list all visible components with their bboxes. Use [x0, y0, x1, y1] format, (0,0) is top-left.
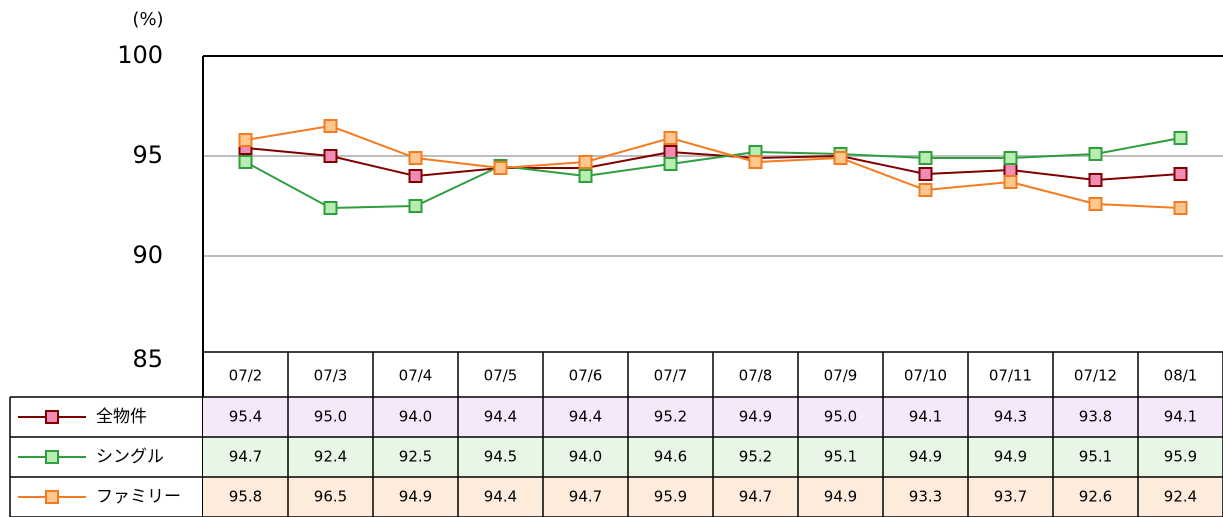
- data-label: 92.4: [1164, 488, 1197, 506]
- data-label: 94.1: [1164, 408, 1197, 426]
- marker: [1088, 197, 1103, 211]
- data-label: 94.9: [909, 448, 942, 466]
- marker: [238, 155, 253, 169]
- marker: [1173, 201, 1188, 215]
- marker: [408, 151, 423, 165]
- marker: [663, 131, 678, 145]
- x-tick-label: 07/4: [399, 367, 433, 385]
- marker: [493, 161, 508, 175]
- data-label: 94.4: [484, 488, 517, 506]
- data-label: 92.4: [314, 448, 347, 466]
- data-label: 95.9: [1164, 448, 1197, 466]
- marker: [238, 133, 253, 147]
- marker: [918, 167, 933, 181]
- marker: [1088, 173, 1103, 187]
- y-tick-label: 85: [132, 345, 163, 373]
- data-label: 94.7: [739, 488, 772, 506]
- x-tick-label: 07/6: [569, 367, 603, 385]
- marker: [663, 157, 678, 171]
- data-label: 94.0: [399, 408, 432, 426]
- legend-label: シングル: [96, 447, 164, 467]
- data-label: 96.5: [314, 488, 347, 506]
- data-label: 94.1: [909, 408, 942, 426]
- marker: [918, 183, 933, 197]
- x-tick-label: 07/12: [1074, 367, 1117, 385]
- data-label: 93.8: [1079, 408, 1112, 426]
- data-label: 94.7: [569, 488, 602, 506]
- marker: [1173, 167, 1188, 181]
- marker: [323, 201, 338, 215]
- data-label: 93.7: [994, 488, 1027, 506]
- series-line: [245, 124, 1181, 209]
- y-tick-label: 100: [117, 41, 163, 69]
- legend-label: 全物件: [96, 407, 147, 427]
- data-label: 94.3: [994, 408, 1027, 426]
- series-line: [245, 147, 1181, 182]
- data-label: 95.4: [229, 408, 262, 426]
- y-axis-label: (%): [132, 9, 163, 30]
- x-tick-label: 07/5: [484, 367, 518, 385]
- marker: [1088, 147, 1103, 161]
- marker: [578, 155, 593, 169]
- data-label: 94.7: [229, 448, 262, 466]
- data-label: 94.4: [569, 408, 602, 426]
- legend-marker: [45, 410, 59, 424]
- data-label: 93.3: [909, 488, 942, 506]
- data-label: 95.2: [654, 408, 687, 426]
- data-label: 95.0: [314, 408, 347, 426]
- x-tick-label: 07/2: [229, 367, 263, 385]
- x-tick-label: 07/11: [989, 367, 1032, 385]
- marker: [578, 169, 593, 183]
- marker: [663, 145, 678, 159]
- legend-marker: [45, 450, 59, 464]
- data-label: 95.9: [654, 488, 687, 506]
- x-tick-label: 08/1: [1164, 367, 1198, 385]
- data-label: 94.0: [569, 448, 602, 466]
- legend-label: ファミリー: [96, 487, 181, 507]
- data-label: 92.5: [399, 448, 432, 466]
- data-label: 95.8: [229, 488, 262, 506]
- data-label: 94.9: [994, 448, 1027, 466]
- y-tick-label: 90: [132, 241, 163, 269]
- series-line: [245, 137, 1181, 210]
- x-tick-label: 07/7: [654, 367, 688, 385]
- data-label: 94.9: [739, 408, 772, 426]
- marker: [408, 169, 423, 183]
- marker: [1173, 131, 1188, 145]
- data-label: 94.9: [399, 488, 432, 506]
- x-tick-label: 07/8: [739, 367, 773, 385]
- legend-marker: [45, 490, 59, 504]
- marker: [323, 149, 338, 163]
- data-label: 92.6: [1079, 488, 1112, 506]
- data-label: 95.1: [824, 448, 857, 466]
- data-label: 95.0: [824, 408, 857, 426]
- data-label: 95.2: [739, 448, 772, 466]
- marker: [918, 151, 933, 165]
- x-tick-label: 07/10: [904, 367, 947, 385]
- data-label: 94.9: [824, 488, 857, 506]
- data-label: 94.4: [484, 408, 517, 426]
- data-label: 94.5: [484, 448, 517, 466]
- x-tick-label: 07/3: [314, 367, 348, 385]
- data-label: 94.6: [654, 448, 687, 466]
- marker: [408, 199, 423, 213]
- y-tick-label: 95: [132, 141, 163, 169]
- marker: [833, 151, 848, 165]
- x-tick-label: 07/9: [824, 367, 858, 385]
- marker: [1003, 175, 1018, 189]
- marker: [1003, 151, 1018, 165]
- marker: [323, 119, 338, 133]
- data-label: 95.1: [1079, 448, 1112, 466]
- marker: [748, 155, 763, 169]
- marker: [1003, 163, 1018, 177]
